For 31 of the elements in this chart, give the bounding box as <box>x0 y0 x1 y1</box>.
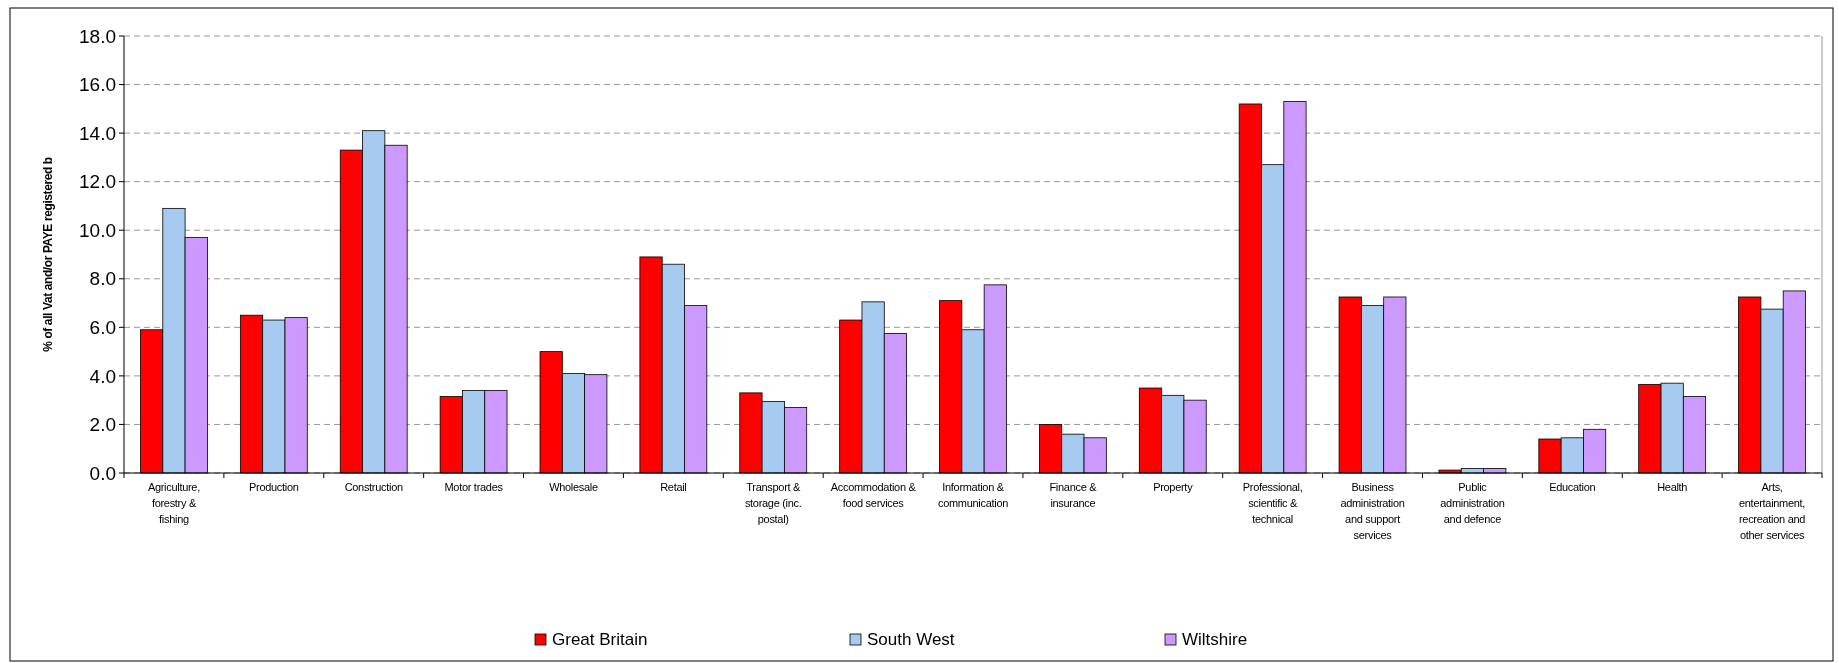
x-tick-label: Wholesale <box>549 481 598 493</box>
y-tick-label: 16.0 <box>79 74 116 96</box>
x-tick-label: Motor trades <box>444 481 504 493</box>
x-tick-label: Finance & insurance <box>1049 481 1098 509</box>
x-tick-label: Arts, entertainment, recreation and other services <box>1739 481 1806 541</box>
x-tick-label: Construction <box>344 481 403 493</box>
x-tick-label: Production <box>249 481 299 493</box>
x-tick-label: Professional, scientific & technical <box>1242 481 1303 525</box>
legend-label: Wiltshire <box>1182 630 1248 649</box>
y-tick-label: 4.0 <box>89 365 116 387</box>
x-tick-label: Agriculture, forestry & fishing <box>147 481 201 525</box>
y-tick-label: 6.0 <box>89 316 116 338</box>
x-tick-label: Education <box>1549 481 1596 493</box>
y-tick-label: 2.0 <box>89 414 116 436</box>
x-tick-label: Business administration and support services <box>1340 481 1405 541</box>
x-tick-label: Transport & storage (inc. postal) <box>744 481 802 525</box>
y-tick-label: 8.0 <box>89 268 116 290</box>
y-tick-label: 12.0 <box>79 171 116 193</box>
x-tick-label: Health <box>1657 481 1688 493</box>
y-tick-label: 10.0 <box>79 219 116 241</box>
legend-label: South West <box>867 630 955 649</box>
x-tick-label: Property <box>1153 481 1194 493</box>
x-tick-label: Public administration and defence <box>1440 481 1505 525</box>
y-tick-label: 14.0 <box>79 122 116 144</box>
y-axis-title: % of all Vat and/or PAYE registered b <box>41 157 55 352</box>
legend-label: Great Britain <box>552 630 648 649</box>
y-tick-label: 0.0 <box>89 462 116 484</box>
x-tick-label: Information & communication <box>937 481 1009 509</box>
x-tick-label: Accommodation & food services <box>830 481 917 509</box>
x-tick-label: Retail <box>660 481 687 493</box>
y-tick-label: 18.0 <box>79 25 116 47</box>
